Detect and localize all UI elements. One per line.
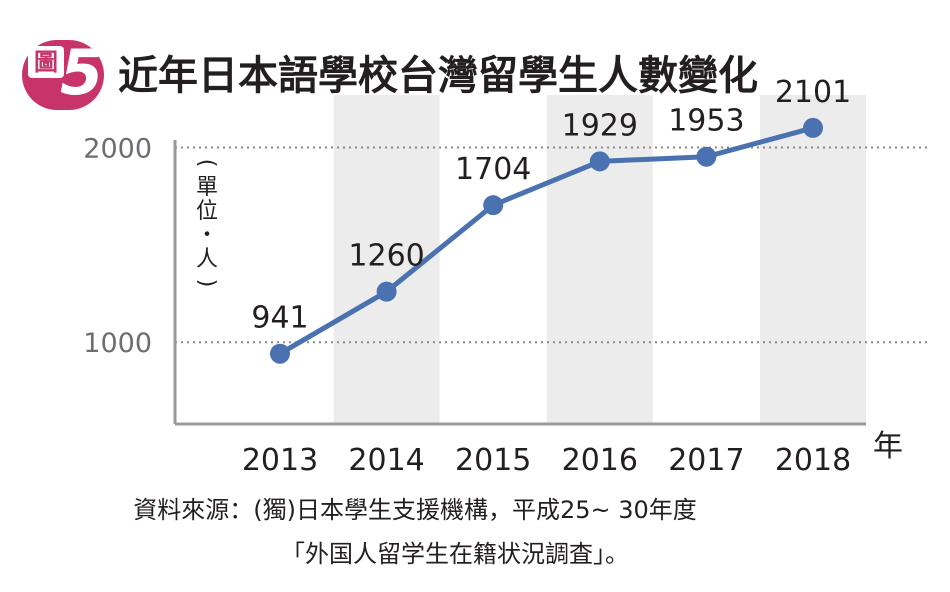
y-tick-label-1000: 1000 — [83, 328, 152, 359]
unit-char-3: ・ — [196, 223, 218, 248]
series-line — [278, 125, 814, 356]
series-points — [270, 117, 823, 364]
x-axis-label: 年 — [873, 429, 903, 464]
unit-char-1: 單 — [196, 175, 218, 200]
data-point-2013 — [270, 343, 290, 364]
y-tick-labels: 1000 2000 — [83, 134, 152, 360]
unit-char-4: 人 — [196, 247, 218, 272]
x-tick-label-2013: 2013 — [242, 443, 318, 478]
chart-bands — [333, 95, 866, 424]
x-tick-label-2016: 2016 — [562, 443, 638, 478]
data-point-2016 — [589, 151, 610, 172]
band-2018 — [760, 95, 866, 424]
x-tick-label-2017: 2017 — [668, 443, 744, 478]
chart-axes — [173, 140, 866, 426]
series-line-group — [278, 125, 814, 356]
data-label-2013: 941 — [251, 301, 308, 336]
data-point-2017 — [696, 146, 717, 167]
x-tick-label-2015: 2015 — [455, 443, 531, 478]
source-line-2: 「外国人留学生在籍状況調査」。 — [281, 540, 629, 568]
x-tick-labels: 2013 2014 2015 2016 2017 2018 — [242, 443, 851, 478]
data-point-2014 — [376, 281, 397, 302]
data-point-2015 — [483, 195, 504, 216]
unit-char-2: 位 — [196, 199, 218, 224]
unit-char-0: ( — [194, 159, 219, 168]
x-tick-label-2014: 2014 — [348, 443, 424, 478]
data-label-2018: 2101 — [775, 75, 851, 110]
unit-char-5: ) — [194, 279, 219, 288]
data-point-2018 — [803, 117, 823, 138]
data-label-2016: 1929 — [562, 108, 638, 143]
y-unit-label: ( 單位・人) — [194, 159, 219, 288]
figure-badge-label: 圖 — [28, 46, 64, 78]
data-label-2014: 1260 — [348, 239, 424, 274]
band-2016 — [546, 95, 653, 424]
data-label-2015: 1704 — [455, 152, 531, 187]
chart-title: 近年日本語學校台灣留學生人數變化 — [118, 53, 758, 99]
figure-badge-number: 5 — [60, 36, 104, 109]
y-tick-label-2000: 2000 — [83, 134, 152, 165]
data-labels: 941 1260 1704 1929 1953 2101 — [251, 75, 851, 336]
source-line-1: 資料來源：(獨)日本學生支援機構，平成25~ 30年度 — [133, 496, 697, 524]
x-tick-label-2018: 2018 — [775, 443, 851, 478]
data-label-2017: 1953 — [668, 104, 744, 139]
band-2014 — [333, 95, 440, 424]
